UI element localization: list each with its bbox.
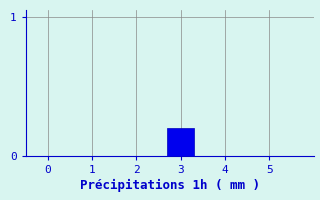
Bar bbox=[167, 128, 194, 156]
X-axis label: Précipitations 1h ( mm ): Précipitations 1h ( mm ) bbox=[80, 179, 260, 192]
